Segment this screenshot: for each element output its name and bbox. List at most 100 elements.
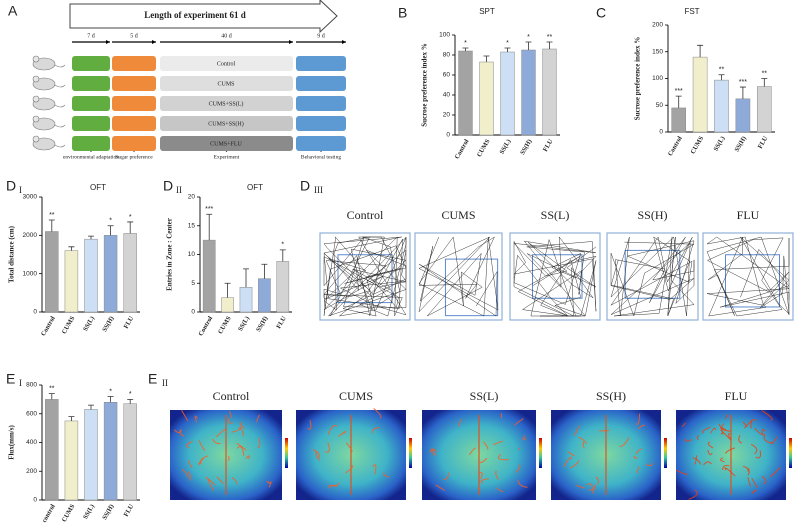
vessel (188, 460, 193, 469)
vessel (599, 429, 610, 432)
y-tick-label: 10 (188, 251, 196, 258)
bar (258, 278, 271, 313)
bar (692, 56, 708, 133)
vessel (720, 429, 732, 441)
track (513, 236, 597, 317)
bar (458, 50, 473, 136)
vessel (181, 468, 189, 479)
group-label: FLU (725, 389, 748, 403)
vessel (216, 476, 224, 484)
error-bar (68, 416, 75, 421)
track (610, 236, 695, 317)
vessel (718, 423, 724, 435)
bar (64, 420, 79, 501)
vessel (582, 441, 585, 449)
panel-label: E (6, 371, 15, 387)
center-zone (444, 258, 499, 317)
y-tick-label: 100 (439, 32, 450, 39)
group-label: Control (347, 208, 384, 222)
vessel (761, 428, 766, 436)
vessel (236, 443, 247, 451)
vessel (231, 477, 238, 485)
x-tick-label: FLU (542, 138, 555, 153)
phase-block (112, 96, 156, 111)
significance: * (527, 34, 530, 41)
vessel (636, 466, 640, 474)
bar (123, 403, 137, 501)
vessel (707, 449, 713, 456)
subpanel-label: II (176, 185, 182, 195)
significance: *** (205, 206, 213, 213)
bar (714, 79, 729, 133)
x-tick-label: FLU (123, 315, 136, 330)
vessel (429, 448, 437, 454)
error-bar (68, 246, 75, 251)
vessel (514, 418, 524, 426)
group-label: Control (213, 389, 250, 403)
arena-frame (606, 232, 699, 321)
group-label: SS(H) (596, 389, 626, 403)
y-tick-label: 80 (443, 52, 451, 59)
x-tick-label: CUMS (61, 503, 77, 523)
vessel (724, 413, 729, 420)
track (706, 236, 790, 317)
y-tick-label: 0 (191, 309, 195, 316)
x-tick-label: SS(H) (734, 135, 748, 153)
y-tick-label: 0 (446, 132, 450, 139)
y-tick-label: 60 (443, 72, 451, 79)
group-label: CUMS+SS(H) (208, 120, 243, 127)
x-tick-label: Control (40, 315, 57, 337)
error-bar (224, 282, 231, 298)
stage-label: Sugar preference (115, 153, 153, 160)
x-tick-label: Control (667, 135, 684, 157)
mouse-tail (54, 84, 66, 88)
vessel (721, 423, 731, 432)
significance: *** (739, 79, 747, 86)
vessel (588, 484, 596, 491)
phase-block (112, 116, 156, 131)
duration-label: 7 d (87, 33, 95, 39)
x-tick-label: CUMS (61, 315, 77, 335)
vessel (245, 455, 250, 460)
vessel (371, 427, 380, 434)
vessel (498, 453, 509, 461)
vessel (211, 438, 221, 445)
y-tick-label: 0 (33, 497, 37, 504)
vessel (518, 447, 520, 450)
vessel (231, 423, 243, 433)
panel-label: D (300, 178, 310, 194)
vessel (495, 470, 499, 480)
subpanel-label: III (314, 185, 323, 195)
phase-block (72, 116, 110, 131)
group-label: CUMS (339, 389, 373, 403)
y-tick-label: 15 (188, 222, 196, 229)
x-tick-label: FLU (123, 503, 136, 518)
significance: * (464, 40, 467, 47)
vessel (372, 464, 377, 475)
phase-block (160, 116, 293, 131)
vessel (266, 480, 271, 485)
vessel (750, 418, 757, 429)
group-label: FLU (737, 208, 760, 222)
vessel (188, 471, 191, 481)
vessel (570, 460, 579, 469)
vessel (770, 436, 778, 444)
vessel (383, 472, 390, 478)
bar (521, 49, 536, 136)
vessel (754, 427, 764, 436)
mouse-ear (32, 95, 40, 103)
mouse-tail (54, 124, 66, 128)
vessel (236, 445, 245, 456)
vessel (681, 422, 686, 428)
error-bar (739, 86, 746, 99)
vessel (496, 487, 504, 493)
group-label: CUMS (441, 208, 475, 222)
track (418, 236, 499, 317)
error-bar (546, 41, 553, 49)
vessel (563, 456, 572, 467)
phase-block (112, 56, 156, 71)
significance: ** (719, 67, 725, 74)
bar (542, 48, 557, 136)
x-tick-label: SS(H) (101, 503, 115, 521)
